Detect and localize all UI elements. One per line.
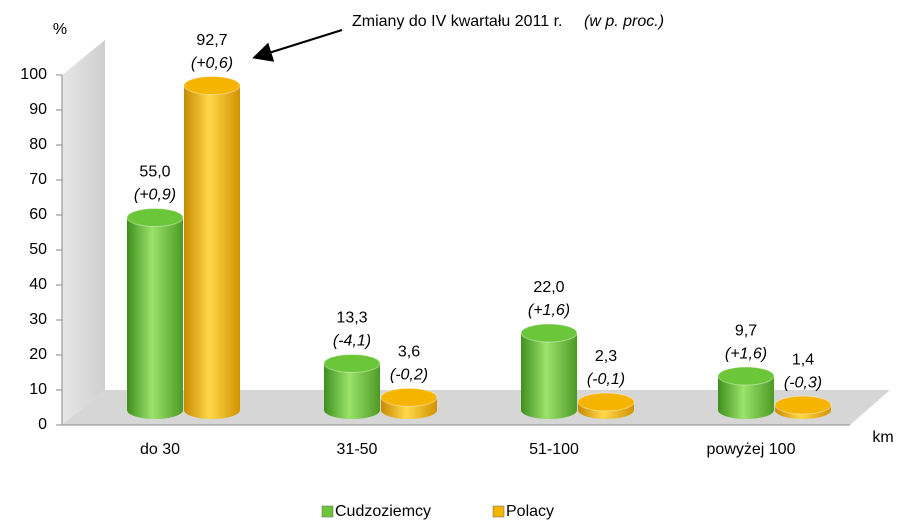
x-tick-label: 31-50	[337, 441, 378, 458]
y-tick-label: 30	[29, 311, 47, 328]
y-tick-label: 0	[38, 416, 47, 433]
value-label: 13,3	[336, 310, 367, 327]
bar	[521, 333, 577, 419]
legend-swatch	[321, 505, 334, 518]
y-tick-label: 20	[29, 346, 47, 363]
back-wall	[62, 40, 105, 425]
bar-top	[717, 366, 775, 386]
y-tick-label: 80	[29, 136, 47, 153]
x-axis-label: km	[872, 429, 893, 446]
value-label: 1,4	[792, 351, 814, 368]
value-label: 3,6	[398, 344, 420, 361]
change-label: (+0,9)	[134, 187, 176, 204]
bar-top	[126, 208, 184, 227]
y-tick-label: 50	[29, 241, 47, 258]
x-tick-label: do 30	[140, 441, 180, 458]
x-tick-label: powyżej 100	[707, 441, 796, 458]
annotation-arrow	[252, 29, 343, 62]
annotation: Zmiany do IV kwartału 2011 r.	[352, 13, 562, 30]
bar	[324, 363, 380, 419]
value-label: 55,0	[139, 164, 170, 181]
value-label: 9,7	[735, 322, 757, 339]
bar-top	[380, 387, 438, 407]
change-label: (-0,2)	[390, 367, 428, 384]
bar-top	[520, 323, 578, 343]
bar-top	[577, 392, 635, 412]
y-tick-label: 10	[29, 381, 47, 398]
bar-top	[183, 76, 241, 96]
value-label: 2,3	[595, 348, 617, 365]
change-label: (+0,6)	[191, 55, 233, 72]
x-tick-label: 51-100	[529, 441, 579, 458]
value-label: 92,7	[196, 32, 227, 49]
floor	[62, 390, 890, 425]
change-label: (+1,6)	[528, 302, 570, 319]
y-tick-label: 90	[29, 101, 47, 118]
change-label: (+1,6)	[725, 345, 767, 362]
bar-top	[323, 353, 381, 373]
bar-top	[774, 395, 832, 415]
annotation-note: (w p. proc.)	[584, 13, 664, 30]
y-tick-label: 100	[20, 66, 47, 83]
y-axis-label: %	[53, 21, 67, 38]
legend-swatch	[492, 505, 505, 518]
y-tick-label: 40	[29, 276, 47, 293]
bar	[184, 85, 240, 420]
change-label: (-0,1)	[587, 371, 625, 388]
change-label: (-4,1)	[333, 333, 371, 350]
change-label: (-0,3)	[784, 374, 822, 391]
bar	[718, 376, 774, 419]
y-tick-label: 60	[29, 206, 47, 223]
legend-label: Polacy	[506, 503, 554, 520]
legend-label: Cudzoziemcy	[335, 503, 431, 520]
value-label: 22,0	[533, 279, 564, 296]
bar	[127, 217, 183, 419]
y-tick-label: 70	[29, 171, 47, 188]
